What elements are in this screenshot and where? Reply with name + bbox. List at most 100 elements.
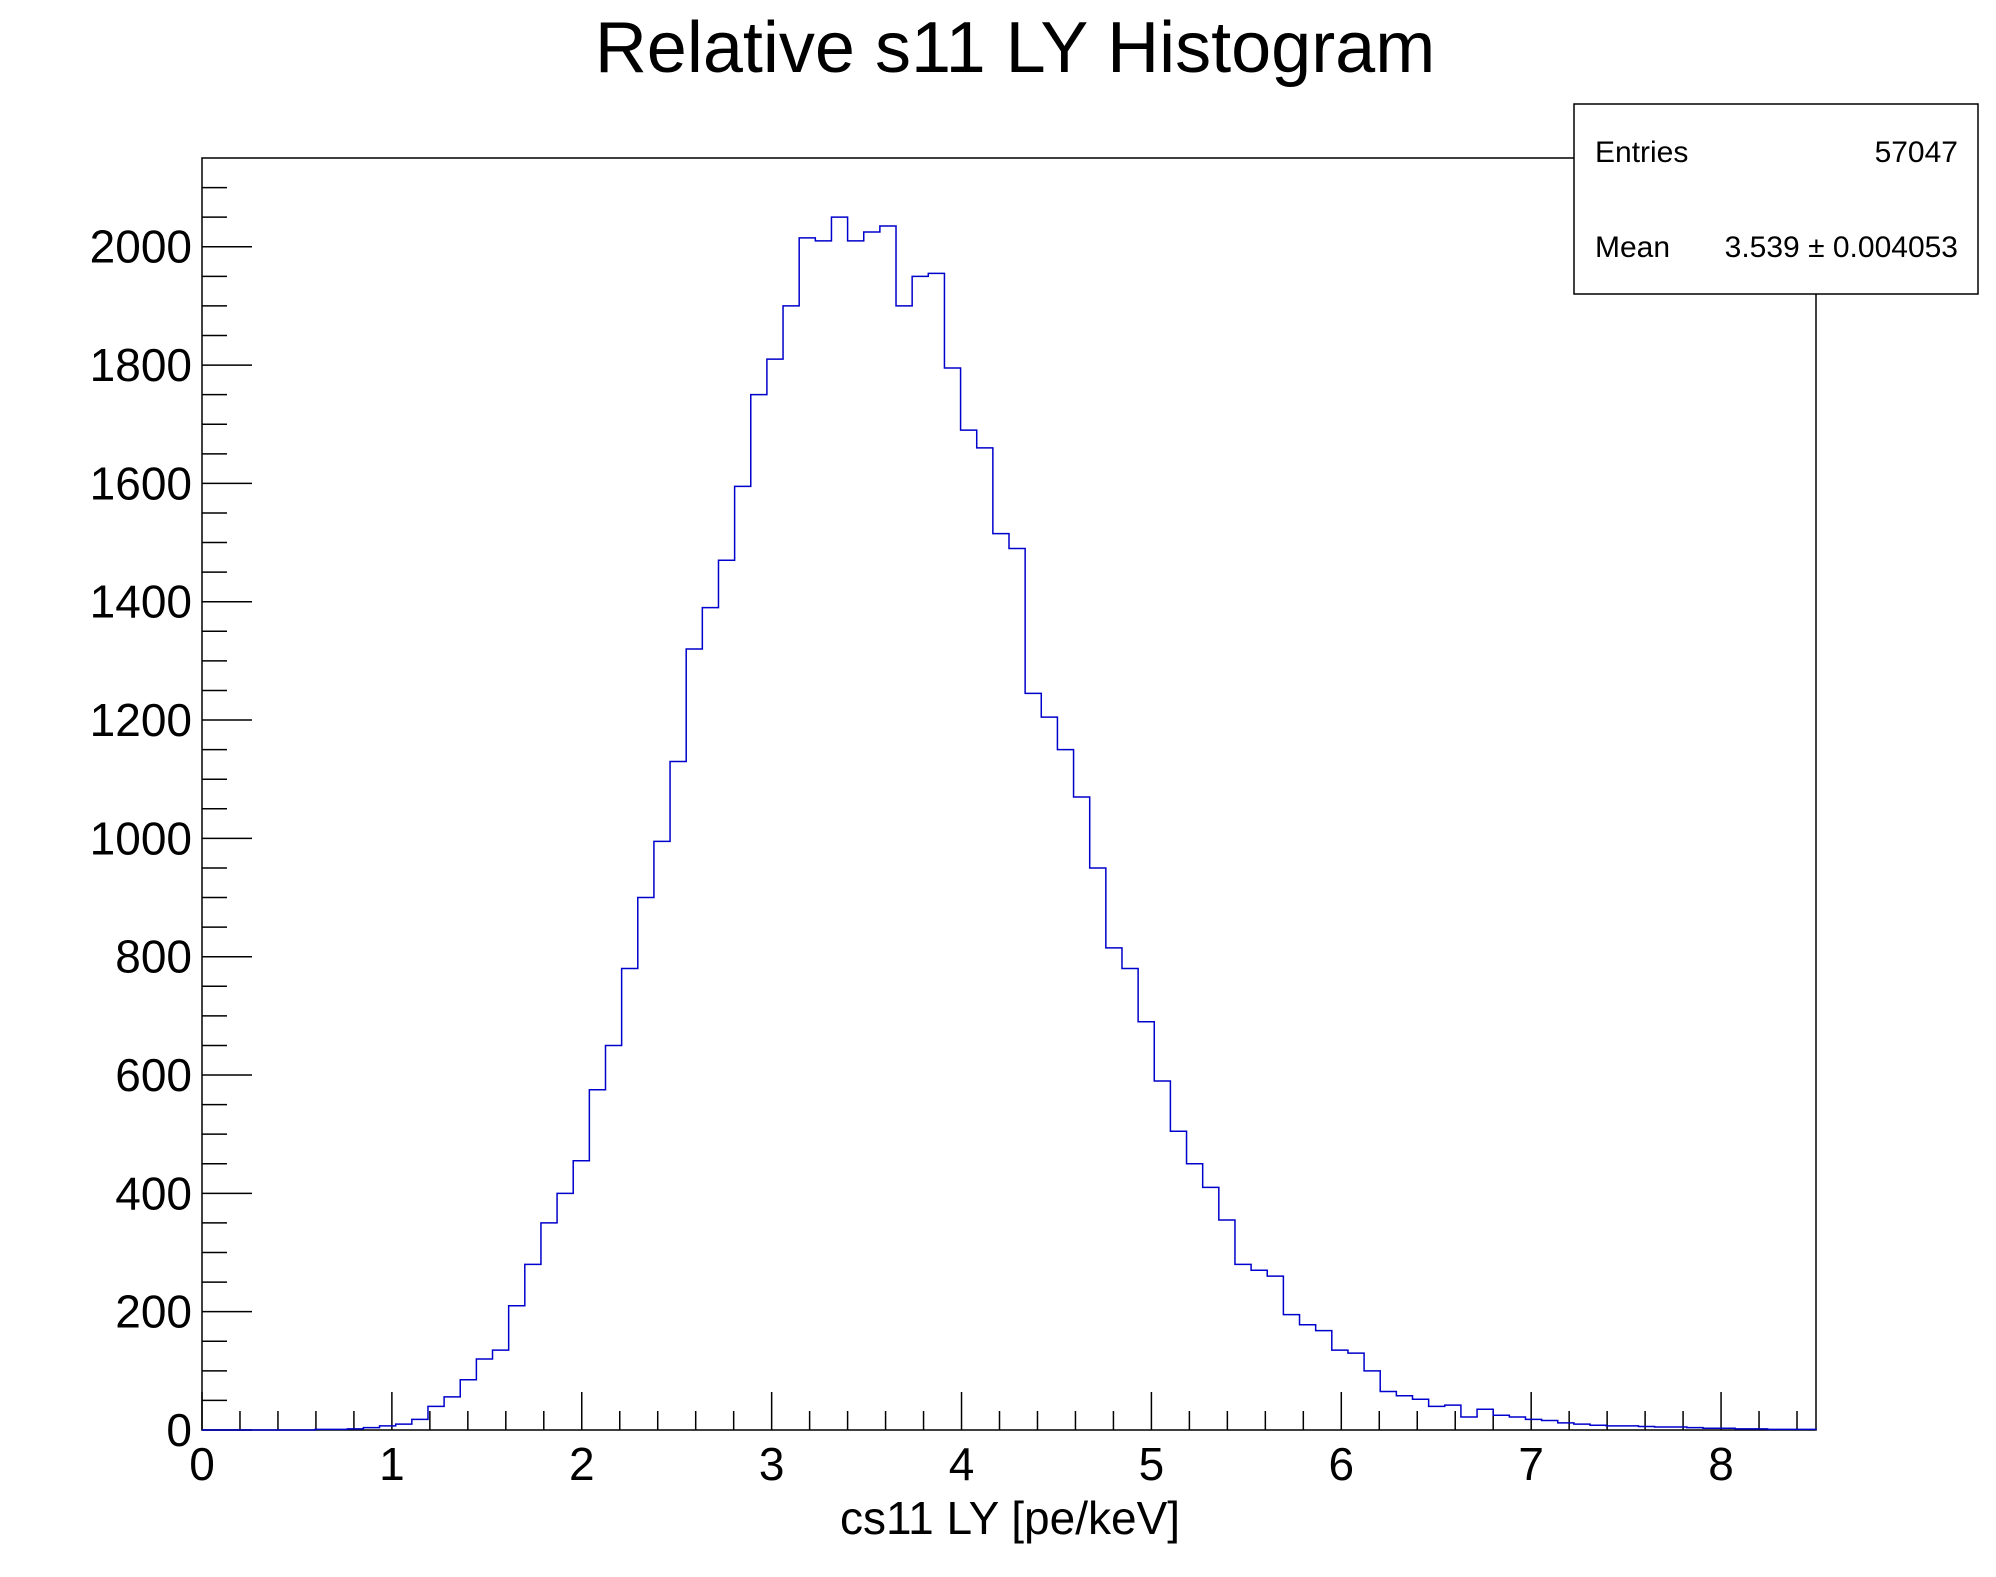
stats-entries-value: 57047 — [1875, 136, 1958, 169]
y-tick-label: 1800 — [90, 339, 192, 391]
histogram-bin — [1122, 969, 1138, 1430]
histogram-bin — [1041, 717, 1057, 1430]
histogram-bin — [1106, 948, 1122, 1430]
histogram-bin — [1203, 1187, 1219, 1430]
x-tick-label: 5 — [1139, 1438, 1165, 1490]
histogram-bin — [848, 241, 864, 1430]
histogram-bin — [1332, 1350, 1348, 1430]
x-tick-label: 7 — [1518, 1438, 1544, 1490]
histogram-bin — [1300, 1325, 1316, 1430]
chart-title: Relative s11 LY Histogram — [595, 8, 1435, 88]
y-tick-label: 200 — [115, 1286, 192, 1338]
histogram-bin — [541, 1223, 557, 1430]
histogram-bin — [622, 969, 638, 1430]
histogram-bin — [1445, 1405, 1461, 1430]
histogram-bin — [347, 1429, 363, 1430]
histogram-bin — [1542, 1421, 1558, 1430]
histogram-bin — [1025, 693, 1041, 1430]
histogram-bin — [912, 276, 928, 1430]
histogram-bin — [315, 1429, 331, 1430]
histogram-bin — [460, 1380, 476, 1430]
histogram-bin — [1251, 1270, 1267, 1430]
histogram-bin — [799, 238, 815, 1430]
stats-entries-label: Entries — [1595, 136, 1688, 169]
histogram-bin — [1267, 1276, 1283, 1430]
histogram-bin — [686, 649, 702, 1430]
stats-mean-label: Mean — [1595, 231, 1670, 264]
histogram-bin — [1622, 1426, 1638, 1430]
histogram-bin — [944, 368, 960, 1430]
histogram-bin — [1219, 1220, 1235, 1430]
histogram-bin — [1671, 1427, 1687, 1430]
histogram-bin — [1735, 1429, 1751, 1430]
histogram-bin — [767, 359, 783, 1430]
x-tick-label: 1 — [379, 1438, 405, 1490]
histogram-bin — [412, 1419, 428, 1430]
x-tick-label: 6 — [1328, 1438, 1354, 1490]
histogram-bin — [444, 1397, 460, 1430]
histogram-bin — [1525, 1419, 1541, 1430]
histogram-bin — [509, 1306, 525, 1430]
x-tick-label: 2 — [569, 1438, 595, 1490]
x-tick-label: 4 — [949, 1438, 975, 1490]
histogram-bin — [1477, 1409, 1493, 1430]
histogram-bin — [880, 226, 896, 1430]
y-tick-label: 1000 — [90, 812, 192, 864]
histogram-bin — [815, 241, 831, 1430]
histogram-bin — [1606, 1426, 1622, 1430]
histogram-bin — [961, 430, 977, 1430]
histogram-bin — [638, 898, 654, 1430]
histogram-bin — [670, 761, 686, 1430]
histogram-bin — [396, 1424, 412, 1430]
histogram-bin — [1461, 1417, 1477, 1430]
histogram-bin — [654, 841, 670, 1430]
histogram-bin — [1187, 1164, 1203, 1430]
y-tick-label: 800 — [115, 931, 192, 983]
histogram-bin — [702, 608, 718, 1430]
histogram-series-line — [202, 216, 1817, 1431]
histogram-bin — [977, 448, 993, 1430]
histogram-bin — [735, 486, 751, 1430]
histogram-bin — [525, 1264, 541, 1430]
histogram-bin — [1380, 1392, 1396, 1430]
histogram-bin — [1413, 1399, 1429, 1430]
y-tick-label: 0 — [166, 1404, 192, 1456]
stats-box-frame — [1573, 103, 1979, 295]
plot-frame — [201, 157, 1817, 1431]
histogram-bin — [1235, 1264, 1251, 1430]
histogram-bin — [1429, 1406, 1445, 1430]
x-tick-label: 0 — [189, 1438, 215, 1490]
histogram-bin — [476, 1359, 492, 1430]
histogram-bin — [1396, 1396, 1412, 1430]
histogram-bin — [993, 534, 1009, 1430]
histogram-bin — [831, 217, 847, 1430]
histogram-bin — [1719, 1428, 1735, 1430]
y-tick-label: 1600 — [90, 457, 192, 509]
histogram-bin — [1154, 1081, 1170, 1430]
histogram-bin — [1316, 1331, 1332, 1430]
histogram-bin — [1590, 1425, 1606, 1430]
histogram-bin — [1493, 1415, 1509, 1430]
histogram-bin — [1768, 1429, 1784, 1430]
histogram-bin — [718, 560, 734, 1430]
histogram-bin — [1574, 1424, 1590, 1430]
histogram-bin — [1074, 797, 1090, 1430]
histogram-bin — [589, 1090, 605, 1430]
histogram-bin — [1283, 1315, 1299, 1430]
histogram-bin — [493, 1350, 509, 1430]
histogram-bin — [896, 306, 912, 1430]
y-axis: 0 200 400 600 800 1000 1200 1400 1600 1800 2000 — [90, 186, 252, 1456]
histogram-bin — [1800, 1429, 1816, 1430]
histogram-bins — [315, 217, 1816, 1430]
histogram-bin — [1170, 1131, 1186, 1430]
histogram-bin — [380, 1426, 396, 1430]
histogram-bin — [928, 273, 944, 1430]
histogram-bin — [1784, 1429, 1800, 1430]
histogram-bin — [864, 232, 880, 1430]
x-axis: 0 1 2 3 4 5 6 7 8 — [189, 1392, 1798, 1490]
histogram-bin — [573, 1161, 589, 1430]
x-tick-label: 8 — [1708, 1438, 1734, 1490]
histogram-bin — [1703, 1428, 1719, 1430]
histogram-bin — [1509, 1417, 1525, 1430]
